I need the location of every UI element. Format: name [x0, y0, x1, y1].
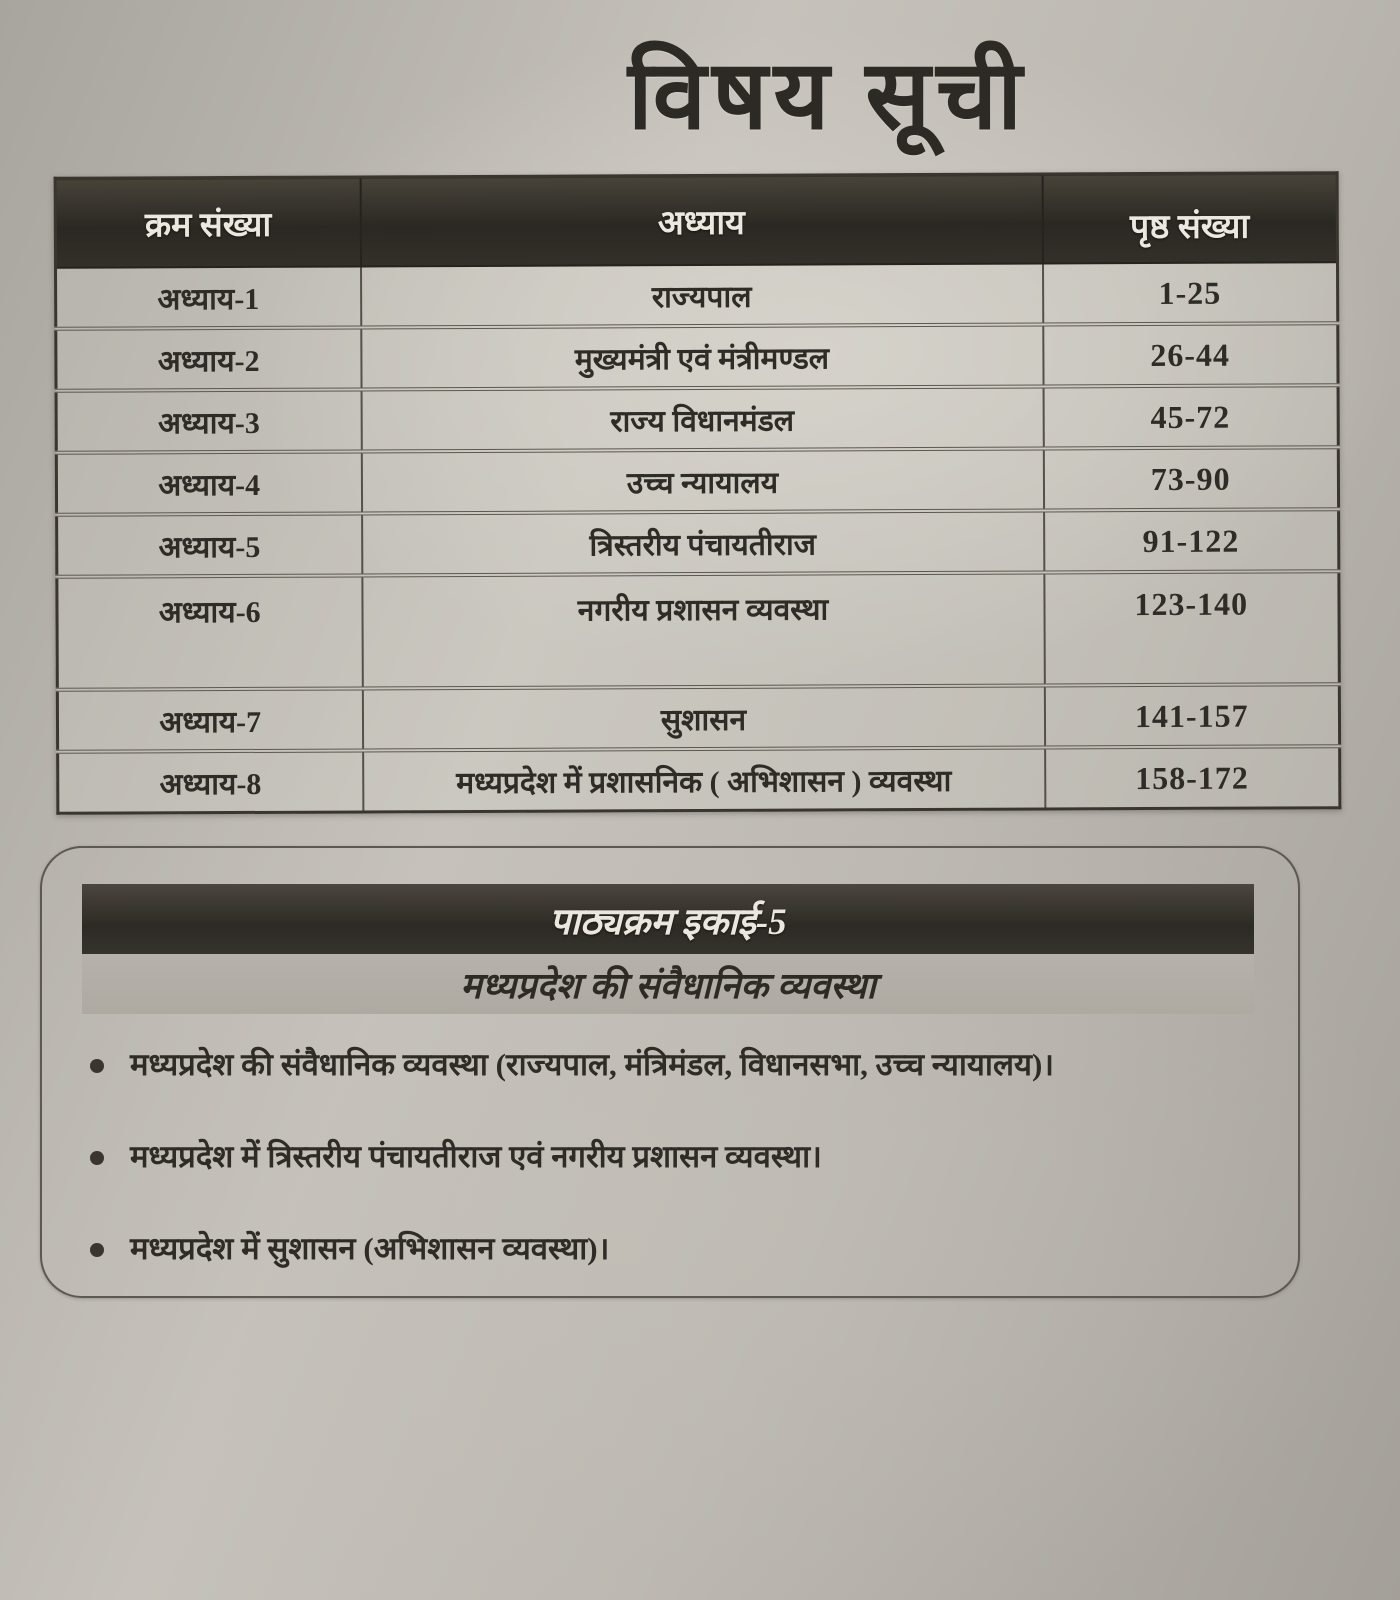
syllabus-unit-box: पाठ्यक्रम इकाई-5 मध्यप्रदेश की संवैधानिक…	[40, 846, 1300, 1298]
table-row: अध्याय-8 मध्यप्रदेश में प्रशासनिक ( अभिश…	[57, 746, 1340, 814]
pages-cell: 45-72	[1043, 385, 1339, 449]
syllabus-point-text: मध्यप्रदेश में त्रिस्तरीय पंचायतीराज एवं…	[130, 1138, 822, 1174]
bullet-icon	[90, 1150, 104, 1165]
serial-cell: अध्याय-7	[57, 688, 363, 752]
chapter-cell: राज्य विधानमंडल	[361, 386, 1044, 452]
unit-subtitle-band: मध्यप्रदेश की संवैधानिक व्यवस्था	[82, 954, 1254, 1014]
table-row: अध्याय-5 त्रिस्तरीय पंचायतीराज 91-122	[56, 509, 1339, 577]
table-of-contents: क्रम संख्या अध्याय पृष्ठ संख्या अध्याय-1…	[53, 171, 1342, 815]
chapter-cell: नगरीय प्रशासन व्यवस्था	[361, 572, 1045, 689]
pages-cell: 1-25	[1042, 262, 1338, 325]
serial-cell: अध्याय-3	[56, 389, 362, 453]
pages-cell: 91-122	[1043, 509, 1339, 573]
chapter-cell: उच्च न्यायालय	[361, 448, 1044, 514]
page-title: विषय सूची	[627, 42, 1029, 149]
unit-title-bar: पाठ्यक्रम इकाई-5	[82, 884, 1254, 954]
table-row: अध्याय-3 राज्य विधानमंडल 45-72	[56, 385, 1339, 453]
table-header-row: क्रम संख्या अध्याय पृष्ठ संख्या	[55, 172, 1338, 268]
bullet-icon	[90, 1059, 104, 1073]
pages-cell: 141-157	[1044, 684, 1340, 748]
column-header-chapter: अध्याय	[360, 173, 1043, 267]
table-row: अध्याय-1 राज्यपाल 1-25	[55, 262, 1338, 329]
serial-cell: अध्याय-5	[56, 513, 362, 577]
serial-cell: अध्याय-6	[56, 575, 363, 690]
syllabus-point-text: मध्यप्रदेश में सुशासन (अभिशासन व्यवस्था)…	[130, 1230, 610, 1266]
list-item: मध्यप्रदेश में सुशासन (अभिशासन व्यवस्था)…	[90, 1228, 1262, 1270]
chapter-cell: त्रिस्तरीय पंचायतीराज	[361, 510, 1044, 576]
pages-cell: 26-44	[1042, 323, 1339, 387]
chapter-cell: राज्यपाल	[360, 263, 1043, 328]
serial-cell: अध्याय-4	[56, 451, 362, 515]
chapter-cell: मुख्यमंत्री एवं मंत्रीमण्डल	[360, 324, 1044, 390]
pages-cell: 158-172	[1044, 746, 1340, 809]
bullet-icon	[90, 1242, 104, 1257]
chapter-cell: मध्यप्रदेश में प्रशासनिक ( अभिशासन ) व्य…	[362, 747, 1045, 812]
serial-cell: अध्याय-8	[57, 750, 363, 814]
serial-cell: अध्याय-1	[55, 266, 361, 329]
pages-cell: 73-90	[1043, 447, 1339, 511]
serial-cell: अध्याय-2	[55, 327, 362, 391]
table-row: अध्याय-4 उच्च न्यायालय 73-90	[56, 447, 1339, 515]
list-item: मध्यप्रदेश में त्रिस्तरीय पंचायतीराज एवं…	[90, 1136, 1262, 1178]
table-row: अध्याय-6 नगरीय प्रशासन व्यवस्था 123-140	[56, 571, 1340, 690]
pages-cell: 123-140	[1043, 571, 1340, 686]
chapter-cell: सुशासन	[362, 685, 1045, 751]
table-row: अध्याय-2 मुख्यमंत्री एवं मंत्रीमण्डल 26-…	[55, 323, 1339, 391]
syllabus-points-list: मध्यप्रदेश की संवैधानिक व्यवस्था (राज्यप…	[90, 1044, 1262, 1320]
column-header-pages: पृष्ठ संख्या	[1042, 172, 1338, 264]
syllabus-point-text: मध्यप्रदेश की संवैधानिक व्यवस्था (राज्यप…	[130, 1047, 1055, 1082]
column-header-serial: क्रम संख्या	[55, 176, 361, 268]
table-row: अध्याय-7 सुशासन 141-157	[57, 684, 1340, 752]
list-item: मध्यप्रदेश की संवैधानिक व्यवस्था (राज्यप…	[90, 1044, 1262, 1086]
